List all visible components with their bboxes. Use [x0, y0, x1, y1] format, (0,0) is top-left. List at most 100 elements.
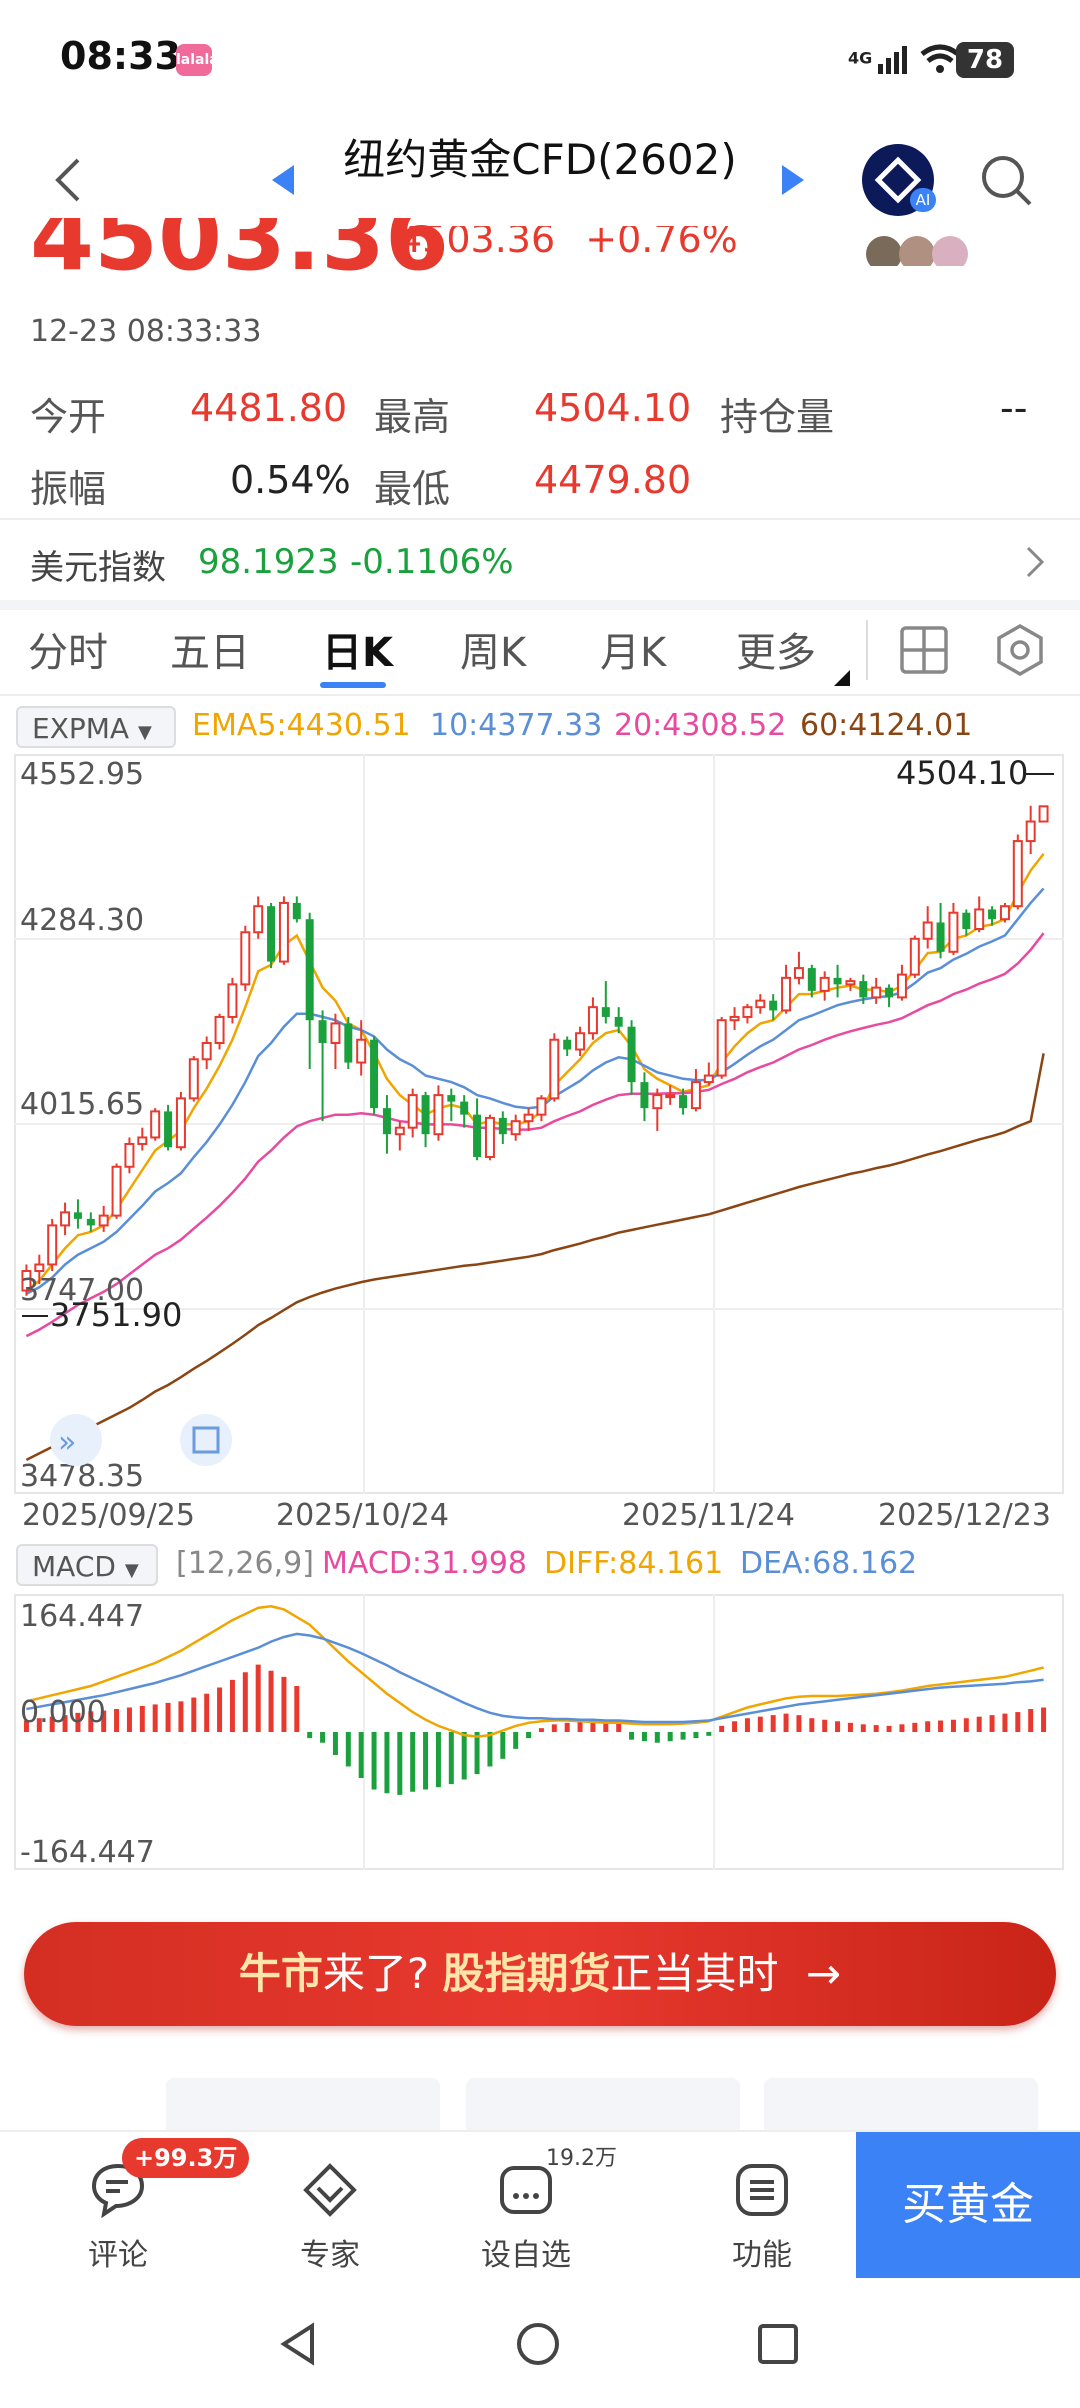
low-annotation: 3751.90 [50, 1296, 182, 1334]
high-annotation: 4504.10 [896, 754, 1028, 792]
series-line-dea [26, 1632, 1044, 1724]
expert-icon [303, 2163, 357, 2217]
series-line-diff [26, 1605, 1044, 1738]
search-icon[interactable] [976, 150, 1036, 210]
tab-weekly-k[interactable]: 周K [460, 630, 527, 676]
candle-body [679, 1095, 688, 1109]
candle-body [909, 937, 920, 976]
price-change-value: 4503.36 [398, 226, 556, 260]
candle-body [111, 1165, 122, 1217]
arrow-right-icon: → [805, 1949, 842, 1998]
candle-body [614, 1016, 623, 1027]
double-chevron-icon: » [58, 1425, 76, 1460]
macd-chart[interactable]: 164.447 0.000 -164.447 [14, 1594, 1064, 1870]
candle-body [703, 1074, 714, 1084]
nav-menu[interactable]: 功能 [702, 2160, 822, 2274]
macd-selector[interactable]: MACD ▼ [16, 1544, 158, 1586]
candle-body [407, 1094, 418, 1129]
back-icon[interactable] [40, 150, 100, 210]
tab-intraday[interactable]: 分时 [28, 630, 108, 676]
candle-body [729, 1015, 740, 1022]
buy-gold-button[interactable]: 买黄金 [856, 2132, 1080, 2278]
candle-body [253, 905, 264, 934]
fullscreen-button[interactable] [180, 1414, 232, 1466]
candle-body [227, 983, 238, 1018]
feature-card[interactable] [466, 2078, 740, 2138]
stat-label-amplitude: 振幅 [30, 467, 107, 511]
candle-body [278, 901, 289, 963]
avatar-group[interactable] [866, 236, 976, 266]
candle-body [34, 1263, 45, 1272]
dea-value: DEA:68.162 [740, 1546, 918, 1581]
macd-params: [12,26,9] [176, 1546, 314, 1581]
settings-icon[interactable] [992, 622, 1048, 678]
x-tick-label: 2025/09/25 [22, 1498, 195, 1533]
candlestick-chart[interactable]: 4552.95 4284.30 4015.65 3747.00 3478.35 … [14, 754, 1064, 1494]
stat-label-low: 最低 [374, 467, 451, 511]
candle-body [510, 1120, 521, 1136]
tab-monthly-k[interactable]: 月K [600, 630, 667, 676]
candle-body [885, 987, 894, 998]
candle-body [201, 1041, 212, 1061]
candle-body [922, 921, 933, 940]
candle-body [498, 1117, 507, 1135]
dropdown-icon: ▼ [124, 1560, 139, 1581]
watchlist-count: 19.2万 [546, 2146, 617, 2171]
macd-name: MACD [32, 1550, 116, 1583]
ema-lines [25, 853, 1045, 1462]
tab-daily-k[interactable]: 日K [322, 630, 393, 676]
series-line-ema60 [25, 1053, 1045, 1462]
tab-five-day[interactable]: 五日 [170, 630, 250, 676]
system-recents-icon[interactable] [756, 2322, 800, 2366]
system-home-icon[interactable] [514, 2320, 562, 2368]
grid-layout-icon[interactable] [898, 624, 950, 676]
promo-banner[interactable] [24, 1922, 1056, 2026]
candle-body [73, 1212, 82, 1219]
candle-body [98, 1214, 109, 1227]
candle-body [330, 1022, 341, 1044]
ema5-value: EMA5:4430.51 [192, 708, 411, 743]
y-tick-label: -164.447 [20, 1835, 155, 1870]
candle-body [587, 1006, 598, 1035]
tab-more[interactable]: 更多 [736, 630, 816, 676]
feature-card[interactable] [166, 2078, 440, 2138]
dropdown-icon: ▼ [137, 722, 152, 743]
chevron-right-icon[interactable] [1020, 542, 1050, 582]
candle-body [665, 1094, 676, 1099]
candle-body [214, 1015, 225, 1044]
candle-body [742, 1006, 753, 1018]
system-back-icon[interactable] [276, 2320, 320, 2368]
banner-part: 股指期货 [442, 1949, 611, 1998]
macd-value: MACD:31.998 [322, 1546, 528, 1581]
candle-body [859, 981, 868, 998]
series-line-ema20 [25, 932, 1045, 1338]
candle-body [60, 1211, 71, 1227]
divider [0, 694, 1080, 696]
prev-contract-icon[interactable] [272, 165, 294, 195]
candle-body [356, 1038, 367, 1064]
stat-value-oi: -- [1000, 386, 1028, 430]
nav-expert[interactable]: 专家 [270, 2160, 390, 2274]
y-tick-label: 4552.95 [20, 757, 144, 792]
candle-body [305, 919, 314, 1021]
nav-watchlist[interactable]: 设自选 [466, 2160, 586, 2274]
candle-body [652, 1094, 663, 1110]
next-contract-icon[interactable] [782, 165, 804, 195]
candle-body [690, 1081, 701, 1110]
nav-label: 专家 [300, 2238, 360, 2273]
nav-label: 功能 [732, 2238, 792, 2273]
indicator-selector[interactable]: EXPMA ▼ [16, 706, 176, 748]
ai-label: AI [910, 188, 936, 212]
feature-card[interactable] [764, 2078, 1038, 2138]
candle-body [137, 1136, 148, 1145]
candle-body [781, 976, 792, 1012]
candle-body [845, 980, 856, 986]
expand-left-button[interactable]: » [50, 1414, 102, 1466]
series-line-ema5 [25, 853, 1045, 1292]
stat-value-high: 4504.10 [534, 386, 692, 430]
promo-banner-text[interactable]: 牛市来了? 股指期货正当其时 → [24, 1922, 1056, 2026]
candle-body [150, 1110, 161, 1139]
usd-index-change: -0.1106% [350, 542, 514, 582]
ema60-value: 60:4124.01 [800, 708, 973, 743]
stat-label-oi: 持仓量 [720, 395, 835, 439]
